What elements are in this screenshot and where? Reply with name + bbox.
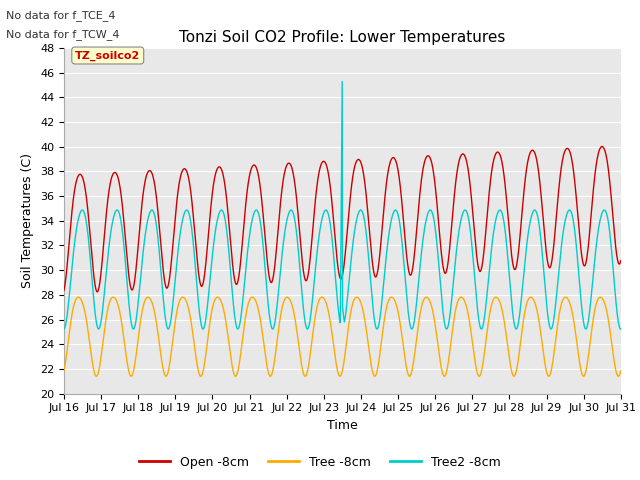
Title: Tonzi Soil CO2 Profile: Lower Temperatures: Tonzi Soil CO2 Profile: Lower Temperatur…	[179, 30, 506, 46]
Y-axis label: Soil Temperatures (C): Soil Temperatures (C)	[22, 153, 35, 288]
Text: No data for f_TCW_4: No data for f_TCW_4	[6, 29, 120, 40]
Text: No data for f_TCE_4: No data for f_TCE_4	[6, 10, 116, 21]
Legend: Open -8cm, Tree -8cm, Tree2 -8cm: Open -8cm, Tree -8cm, Tree2 -8cm	[134, 451, 506, 474]
X-axis label: Time: Time	[327, 419, 358, 432]
Text: TZ_soilco2: TZ_soilco2	[75, 50, 140, 60]
